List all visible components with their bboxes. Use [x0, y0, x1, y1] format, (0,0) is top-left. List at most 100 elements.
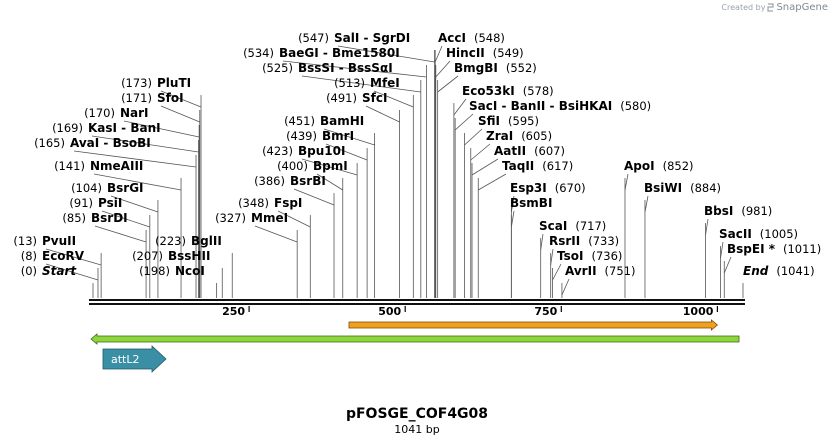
leader-bpu10i — [301, 158, 358, 176]
site-pos-bglii: (223) — [155, 234, 186, 248]
site-label-bspei: BspEI * — [727, 242, 776, 256]
site-pos-acci: (548) — [474, 31, 505, 45]
site-label-esp3i: Esp3I — [510, 181, 547, 195]
site-label-sali-sgrdi: SalI - SgrDI — [334, 31, 410, 45]
backbone-feature-arrow — [90, 333, 740, 345]
leader-bsmbi — [510, 210, 515, 228]
site-pos-bspei: (1011) — [783, 242, 821, 256]
site-pos-mfei: (513) — [334, 76, 365, 90]
leader-pluti — [160, 90, 202, 108]
leader-bsrgi — [110, 195, 159, 213]
site-label-bsshii: BssHII — [168, 249, 210, 263]
site-label-bglii: BglII — [191, 234, 222, 248]
ruler-label-250: 250 — [222, 305, 245, 318]
site-pos-sacii: (1005) — [760, 227, 798, 241]
site-pos-psii: (91) — [69, 196, 93, 210]
site-pos-nari: (170) — [84, 106, 115, 120]
site-pos-ncoi: (198) — [139, 264, 170, 278]
site-pos-saci-banii-bsihkai: (580) — [620, 99, 651, 113]
leader-sfoi — [160, 105, 200, 123]
site-label-acci: AccI — [438, 31, 466, 45]
site-pos-bmri: (439) — [286, 129, 317, 143]
leader-rsrii — [550, 248, 554, 266]
site-label-ecorv: EcoRV — [42, 249, 85, 263]
snapgene-text: SnapGene — [776, 2, 828, 13]
site-label-fspi: FspI — [274, 196, 302, 210]
site-label-rsrii: RsrII — [549, 234, 580, 248]
leader-nari — [123, 120, 200, 138]
site-pos-ecorv: (8) — [21, 249, 37, 263]
site-pos-avai-bsobi: (165) — [34, 136, 65, 150]
site-label-pluti: PluTI — [157, 76, 191, 90]
site-pos-zrai: (605) — [521, 129, 552, 143]
leader-mfei — [373, 90, 414, 108]
backbone — [89, 299, 745, 305]
orf-feature-arrow — [348, 319, 719, 331]
site-pos-sfii: (595) — [508, 114, 539, 128]
leader-nmeaiii — [93, 173, 182, 191]
site-label-sfoi: SfoI — [157, 91, 184, 105]
site-pos-apoi: (852) — [663, 159, 694, 173]
site-label-mfei: MfeI — [370, 76, 400, 90]
leader-bspei — [723, 256, 732, 274]
site-pos-sfci: (491) — [326, 91, 357, 105]
attl2-feature-label: attL2 — [111, 353, 140, 366]
site-label-bsrgi: BsrGI — [107, 181, 144, 195]
site-label-taqii: TaqII — [502, 159, 534, 173]
site-label-sacii: SacII — [719, 227, 752, 241]
site-label-hincii: HincII — [446, 46, 485, 60]
site-label-sfci: SfcI — [362, 91, 387, 105]
site-pos-eco53ki: (578) — [523, 84, 554, 98]
site-label-eco53ki: Eco53kI — [462, 84, 515, 98]
site-pos-bmgbi: (552) — [506, 61, 537, 75]
created-by-text: Created by — [721, 3, 766, 12]
leader-hincii — [435, 60, 451, 78]
leader-bsrdi — [94, 225, 147, 243]
leader-esp3i — [510, 195, 515, 213]
leader-bsiwi — [644, 195, 649, 213]
site-label-bamhi: BamHI — [320, 114, 364, 128]
site-pos-bpu10i: (423) — [262, 144, 293, 158]
attl2-feature-arrow — [102, 345, 167, 373]
site-pos-sali-sgrdi: (547) — [298, 31, 329, 45]
leader-fspi — [277, 210, 311, 228]
leader-scai — [540, 233, 544, 251]
site-label-bsrdi: BsrDI — [91, 211, 128, 225]
site-pos-bbsi: (981) — [741, 204, 772, 218]
site-label-mmei: MmeI — [251, 211, 288, 225]
site-label-aatii: AatII — [494, 144, 526, 158]
leader-ecorv — [45, 263, 99, 281]
site-pos-bpmi: (400) — [277, 159, 308, 173]
site-pos-tsoi: (736) — [591, 249, 622, 263]
site-label-nmeaiii: NmeAIII — [90, 159, 143, 173]
leader-avrii — [561, 278, 570, 296]
site-labels: PvuII (13) EcoRV (8) Start (0) BsrDI (85) PsiI (9… — [13, 31, 821, 278]
site-pos-end: (1041) — [776, 264, 814, 278]
leader-bpmi — [316, 173, 343, 191]
features: attL2 — [90, 319, 740, 373]
site-pos-bamhi: (451) — [284, 114, 315, 128]
site-label-bpmi: BpmI — [313, 159, 348, 173]
site-pos-baegi-bme1580i: (534) — [243, 46, 274, 60]
site-pos-bsiwi: (884) — [690, 181, 721, 195]
site-label-psii: PsiI — [98, 196, 122, 210]
ruler-label-500: 500 — [378, 305, 401, 318]
leader-psii — [101, 210, 150, 228]
plasmid-length: 1041 bp — [394, 423, 439, 436]
site-label-avai-bsobi: AvaI - BsoBI — [70, 136, 151, 150]
leader-sfci — [365, 105, 400, 123]
leader-acci — [434, 45, 443, 63]
site-label-tsoi: TsoI — [557, 249, 583, 263]
site-pos-rsrii: (733) — [588, 234, 619, 248]
site-label-zrai: ZraI — [486, 129, 513, 143]
site-label-bbsi: BbsI — [704, 204, 733, 218]
site-pos-nmeaiii: (141) — [54, 159, 85, 173]
site-pos-esp3i: (670) — [555, 181, 586, 195]
leader-apoi — [624, 173, 629, 191]
site-label-nari: NarI — [120, 106, 149, 120]
site-pos-bsrdi: (85) — [62, 211, 86, 225]
leader-lines — [45, 45, 744, 298]
site-label-ncoi: NcoI — [175, 264, 205, 278]
site-label-bsrbi: BsrBI — [290, 174, 326, 188]
site-label-pvuii: PvuII — [42, 234, 76, 248]
